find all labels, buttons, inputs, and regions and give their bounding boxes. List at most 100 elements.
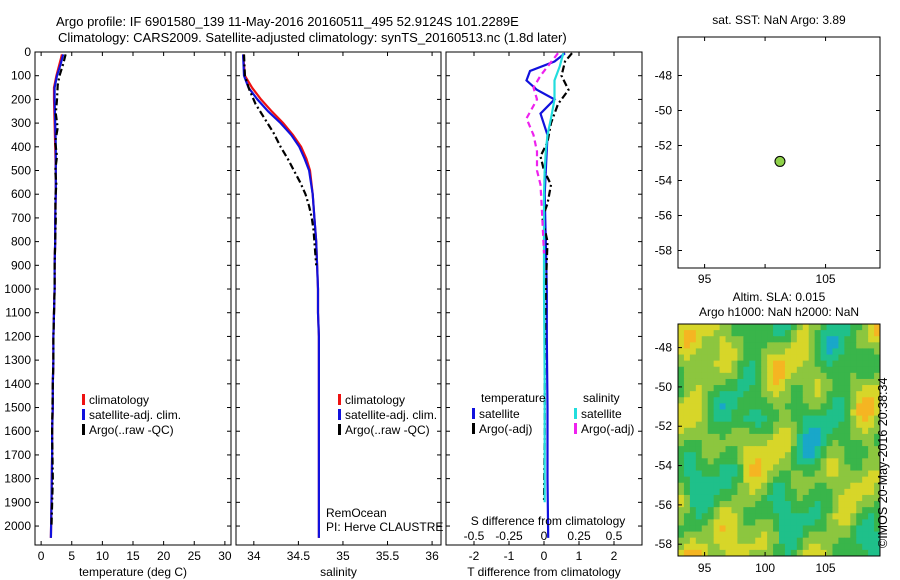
sla-cell xyxy=(743,342,750,349)
sla-cell xyxy=(844,336,851,343)
sla-cell xyxy=(832,470,839,478)
sla-cell xyxy=(796,452,804,459)
sla-cell xyxy=(874,452,881,459)
sla-cell xyxy=(779,378,786,386)
sla-cell xyxy=(749,409,756,417)
sla-cell xyxy=(808,458,816,465)
sla-cell xyxy=(826,543,833,551)
sla-cell xyxy=(743,354,750,362)
sla-cell xyxy=(808,440,816,447)
sla-cell xyxy=(826,415,833,423)
sla-cell xyxy=(755,397,762,404)
sla-cell xyxy=(755,482,762,490)
sla-cell xyxy=(856,372,863,380)
sla-cell xyxy=(844,488,851,496)
sla-cell xyxy=(755,409,762,417)
sla-cell xyxy=(802,470,810,478)
sla-cell xyxy=(707,452,715,459)
sla-cell xyxy=(779,482,786,490)
sla-cell xyxy=(874,507,881,514)
sla-cell xyxy=(808,336,816,343)
salinity-series-satellite-adj-clim- xyxy=(242,54,320,538)
sla-cell xyxy=(862,324,869,331)
sla-cell xyxy=(749,543,756,551)
sla-cell xyxy=(850,348,857,356)
sla-cell xyxy=(796,519,804,526)
sla-cell xyxy=(796,488,804,496)
sla-cell xyxy=(725,507,732,514)
sla-cell xyxy=(701,433,709,441)
sla-cell xyxy=(773,470,780,478)
remocean-label: RemOcean xyxy=(326,506,387,520)
sla-cell xyxy=(814,354,822,362)
sla-cell xyxy=(826,549,833,557)
sla-cell xyxy=(701,464,709,472)
sla-cell xyxy=(689,427,697,435)
sla-cell xyxy=(796,342,804,349)
sla-cell xyxy=(826,378,833,386)
sla-cell xyxy=(713,452,721,459)
sla-cell xyxy=(773,458,780,465)
sla-cell xyxy=(820,549,828,557)
sla-cell xyxy=(689,421,697,429)
sla-cell xyxy=(749,476,756,484)
sla-cell xyxy=(808,385,816,392)
sla-cell xyxy=(850,446,857,453)
sla-cell xyxy=(731,372,738,380)
temperature-legend-label: climatology xyxy=(89,393,149,407)
sla-cell xyxy=(737,458,744,465)
sla-cell xyxy=(695,391,703,398)
sla-cell xyxy=(832,458,839,465)
sla-cell xyxy=(820,360,828,368)
sla-cell xyxy=(689,464,697,472)
sla-cell xyxy=(725,543,732,551)
sla-cell xyxy=(790,433,798,441)
sla-cell xyxy=(790,519,798,526)
sla-cell xyxy=(767,433,774,441)
sla-cell xyxy=(695,366,703,374)
sla-cell xyxy=(755,415,762,423)
sla-cell xyxy=(838,403,845,410)
sla-cell xyxy=(773,397,780,404)
sla-cell xyxy=(838,494,845,502)
sla-cell xyxy=(856,482,863,490)
sla-cell xyxy=(802,433,810,441)
depth-tick-label: 800 xyxy=(11,235,31,249)
sla-cell xyxy=(808,372,816,380)
sla-cell xyxy=(784,446,792,453)
sla-cell xyxy=(814,488,822,496)
sla-cell xyxy=(701,488,709,496)
sla-cell xyxy=(678,385,685,392)
sla-cell xyxy=(844,501,851,508)
sla-cell xyxy=(856,470,863,478)
sla-cell xyxy=(695,513,703,520)
sla-cell xyxy=(796,470,804,478)
sla-cell xyxy=(874,482,881,490)
sla-cell xyxy=(719,348,727,356)
sla-cell xyxy=(731,537,738,545)
sla-cell xyxy=(761,391,768,398)
salinity-xtick-label: 36 xyxy=(425,549,439,563)
sla-cell xyxy=(808,421,816,429)
temperature-series-argo-raw-qc- xyxy=(50,54,67,527)
sla-cell xyxy=(761,372,768,380)
sla-cell xyxy=(713,378,721,386)
sla-cell xyxy=(796,537,804,545)
sla-cell xyxy=(868,440,875,447)
sla-cell xyxy=(683,360,691,368)
sla-cell xyxy=(844,397,851,404)
sla-cell xyxy=(862,476,869,484)
sla-cell xyxy=(743,385,750,392)
sla-cell xyxy=(707,482,715,490)
sla-cell xyxy=(814,494,822,502)
sla-cell xyxy=(856,501,863,508)
sla-cell xyxy=(784,452,792,459)
sla-cell xyxy=(808,488,816,496)
sla-cell xyxy=(820,409,828,417)
sla-cell xyxy=(743,360,750,368)
sla-cell xyxy=(761,464,768,472)
sla-cell xyxy=(868,421,875,429)
sla-cell xyxy=(802,494,810,502)
sla-cell xyxy=(755,366,762,374)
sla-cell xyxy=(725,519,732,526)
